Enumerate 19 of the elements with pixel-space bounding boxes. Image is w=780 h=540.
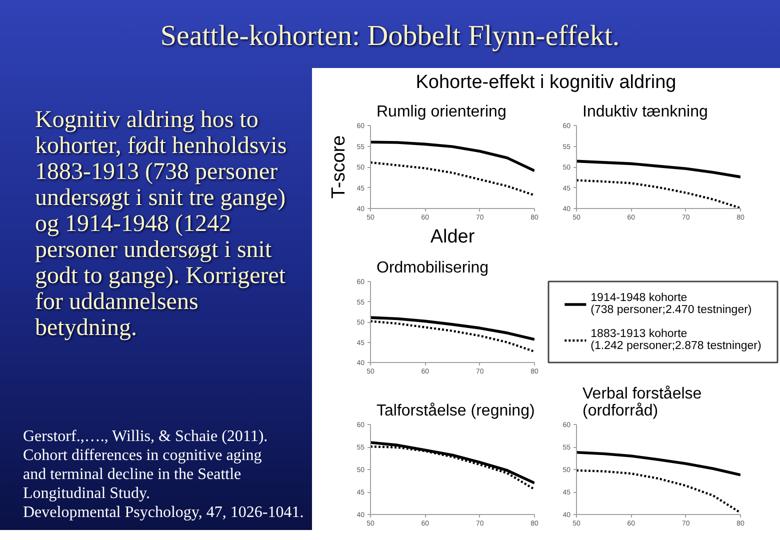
y-axis-title: T-score — [328, 135, 350, 199]
text: Kognitiv aldring hos to kohorter, født henholdsvis 1883-1913 (738 personer undersøgt i snit tre gange) og 1914-1948 (1242 personer undersøgt i snit godt to gange). Korrigeret for uddannelsens betydning. — [35, 107, 287, 341]
line-series — [576, 160, 740, 178]
chart-title: Talforståelse (regning) — [376, 402, 535, 420]
chart-title: Induktiv tænkning — [582, 104, 708, 120]
text: Kohorte-effekt i kognitiv aldring — [416, 71, 676, 95]
chart-title: Verbal forståelse (ordforråd) — [582, 386, 702, 420]
line-series — [370, 161, 534, 196]
legend-label: 1914-1948 kohorte (738 personer;2.470 testninger) — [590, 292, 752, 316]
line-series — [370, 320, 534, 353]
line-series — [576, 451, 740, 476]
chart-title: Ordmobilisering — [376, 260, 489, 276]
text: Gerstorf.,…., Willis, & Schaie (2011). Cohort differences in cognitive aging and terminal decline in the Seattle Longitudinal Study. Developmental Psychology, 47, 1026-1041. — [23, 427, 305, 522]
line-series — [370, 445, 534, 490]
text: Seattle-kohorten: Dobbelt Flynn-effekt. — [160, 19, 620, 54]
x-axis-title: Alder — [430, 226, 476, 248]
chart-title: Rumlig orientering — [376, 104, 506, 120]
legend-label: 1883-1913 kohorte (1.242 personer;2.878 testninger) — [590, 328, 762, 352]
line-series — [370, 140, 534, 172]
